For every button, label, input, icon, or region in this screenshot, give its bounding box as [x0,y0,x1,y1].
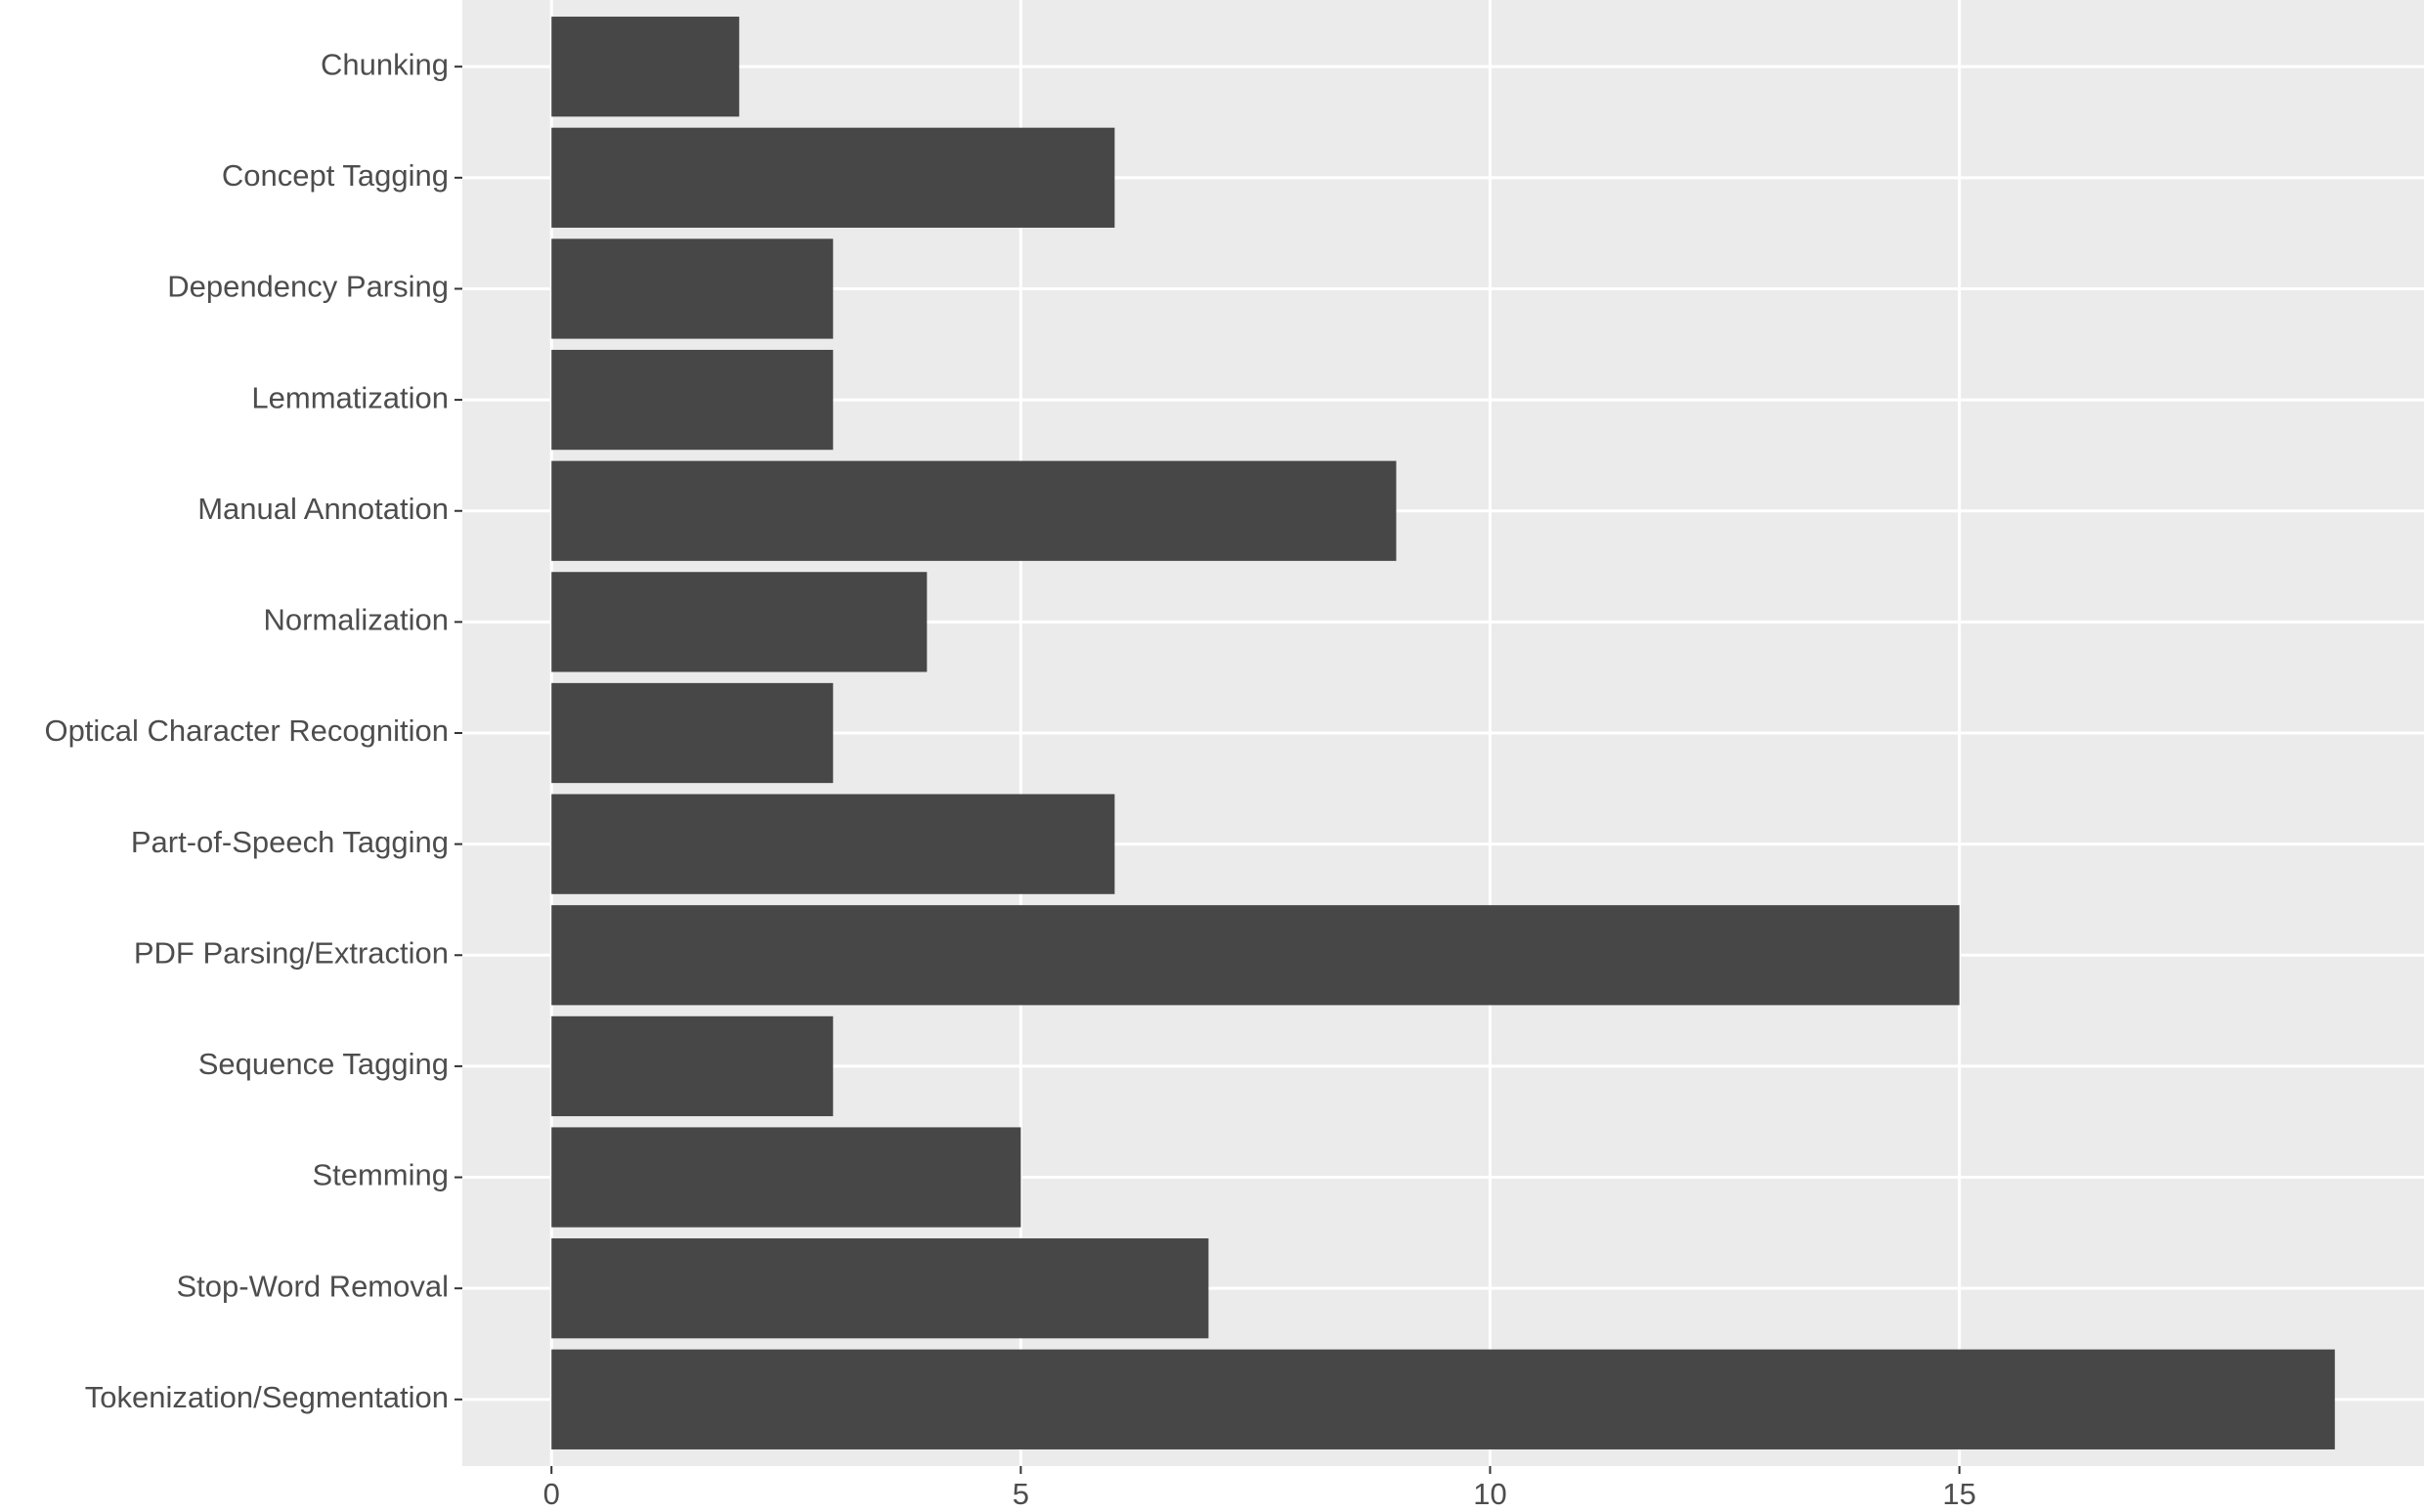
y-tick-label: Concept Tagging [222,158,449,193]
y-tick-label: Normalization [263,603,449,637]
y-tick-label: Optical Character Recognition [44,713,449,748]
x-tick-label: 15 [1942,1477,1975,1511]
y-tick-label: Manual Annotation [197,492,449,526]
x-tick-label: 10 [1473,1477,1506,1511]
bar [551,905,1960,1006]
bar [551,1015,834,1117]
y-tick-label: Dependency Parsing [167,270,449,304]
x-tick-label: 0 [543,1477,560,1511]
bar [551,349,834,451]
bar [551,17,740,117]
x-tick-label: 5 [1013,1477,1029,1511]
y-tick-label: Lemmatization [251,380,449,414]
y-tick-label: PDF Parsing/Extraction [134,935,449,970]
bar [551,794,1115,894]
bar [551,1349,2335,1449]
bar [551,238,834,339]
bar [551,1238,1209,1339]
y-tick-label: Stemming [312,1158,449,1192]
bar [551,572,928,672]
y-tick-label: Part-of-Speech Tagging [131,825,449,859]
y-tick-label: Sequence Tagging [198,1047,449,1081]
bar [551,460,1397,561]
y-tick-label: Stop-Word Removal [176,1269,449,1303]
bar [551,682,834,784]
bar [551,127,1115,228]
y-tick-label: Chunking [321,47,449,81]
y-tick-label: Tokenization/Segmentation [85,1380,449,1414]
bar [551,1127,1021,1228]
